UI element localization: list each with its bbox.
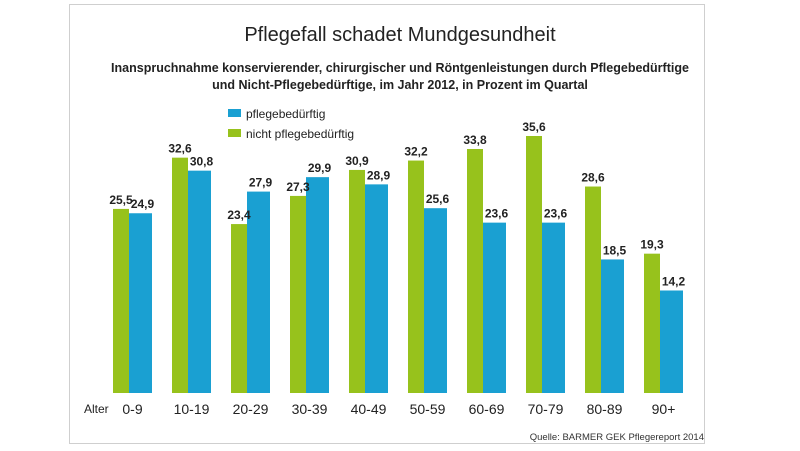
bar-pflegebeduerftig	[424, 208, 447, 393]
bar-pflegebeduerftig	[129, 213, 152, 393]
x-tick-label: 70-79	[528, 401, 564, 417]
chart-title: Pflegefall schadet Mundgesundheit	[244, 24, 556, 46]
x-tick-label: 10-19	[174, 401, 210, 417]
data-label: 28,6	[581, 171, 605, 185]
bar-nicht-pflegebeduerftig	[231, 224, 247, 393]
x-axis-label: Alter	[84, 402, 109, 416]
bar-pflegebeduerftig	[247, 191, 270, 393]
bar-nicht-pflegebeduerftig	[526, 136, 542, 393]
data-label: 25,5	[109, 193, 133, 207]
chart-subtitle-line-2: und Nicht-Pflegebedürftige, im Jahr 2012…	[212, 78, 588, 92]
data-label: 18,5	[603, 243, 627, 257]
chart-frame	[69, 4, 705, 444]
bar-pflegebeduerftig	[483, 222, 506, 393]
legend-swatch-nicht-pflegebeduerftig	[228, 129, 241, 137]
bar-nicht-pflegebeduerftig	[172, 157, 188, 393]
data-label: 27,3	[286, 180, 310, 194]
bar-pflegebeduerftig	[365, 184, 388, 393]
x-tick-label: 80-89	[587, 401, 623, 417]
data-label: 30,9	[345, 154, 369, 168]
legend-label: pflegebedürftig	[246, 107, 325, 121]
data-label: 29,9	[308, 161, 332, 175]
bar-nicht-pflegebeduerftig	[467, 148, 483, 393]
bar-pflegebeduerftig	[542, 222, 565, 393]
bar-pflegebeduerftig	[188, 170, 211, 393]
data-label: 35,6	[522, 120, 546, 134]
bar-nicht-pflegebeduerftig	[585, 186, 601, 393]
data-label: 32,2	[404, 145, 428, 159]
data-label: 14,2	[662, 274, 686, 288]
bar-nicht-pflegebeduerftig	[408, 160, 424, 393]
data-label: 23,4	[227, 208, 251, 222]
bar-nicht-pflegebeduerftig	[113, 208, 129, 393]
data-label: 33,8	[463, 133, 487, 147]
x-tick-label: 90+	[652, 401, 676, 417]
bar-pflegebeduerftig	[306, 177, 329, 393]
source-note: Quelle: BARMER GEK Pflegereport 2014	[529, 432, 704, 443]
bar-pflegebeduerftig	[660, 290, 683, 393]
x-tick-label: 0-9	[122, 401, 142, 417]
x-tick-label: 20-29	[233, 401, 269, 417]
x-tick-label: 60-69	[469, 401, 505, 417]
legend-label: nicht pflegebedürftig	[246, 127, 354, 141]
x-tick-label: 50-59	[410, 401, 446, 417]
x-tick-label: 30-39	[292, 401, 328, 417]
data-label: 23,6	[485, 207, 509, 221]
data-label: 19,3	[640, 238, 664, 252]
data-label: 27,9	[249, 176, 273, 190]
bar-nicht-pflegebeduerftig	[349, 169, 365, 393]
data-label: 25,6	[426, 192, 450, 206]
data-label: 24,9	[131, 197, 155, 211]
bar-nicht-pflegebeduerftig	[644, 253, 660, 393]
data-label: 23,6	[544, 207, 568, 221]
bar-nicht-pflegebeduerftig	[290, 195, 306, 393]
data-label: 30,8	[190, 155, 214, 169]
data-label: 28,9	[367, 168, 391, 182]
x-tick-label: 40-49	[351, 401, 387, 417]
bar-pflegebeduerftig	[601, 259, 624, 393]
chart-subtitle-line-1: Inanspruchnahme konservierender, chirurg…	[111, 61, 689, 75]
data-label: 32,6	[168, 142, 192, 156]
legend-swatch-pflegebeduerftig	[228, 109, 241, 117]
